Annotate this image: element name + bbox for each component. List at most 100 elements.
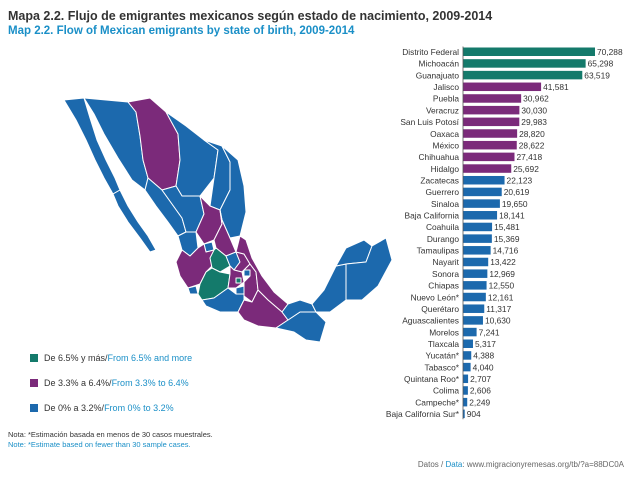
bar xyxy=(463,129,518,138)
bar-value-label: 18,141 xyxy=(499,211,525,221)
bar-category-label: Sinaloa xyxy=(431,199,459,209)
source-label-en: Data xyxy=(445,460,463,469)
bar xyxy=(463,374,469,384)
bar xyxy=(463,175,505,185)
bar-value-label: 25,692 xyxy=(513,164,539,174)
bar-category-label: Coahuila xyxy=(426,222,459,232)
bar-category-label: Distrito Federal xyxy=(402,47,459,57)
footnotes: Nota: *Estimación basada en menos de 30 … xyxy=(8,430,213,450)
source-label-es: Datos / xyxy=(417,460,446,469)
bar-category-label: Morelos xyxy=(429,327,459,337)
bar-value-label: 12,550 xyxy=(489,281,515,291)
bar-value-label: 2,707 xyxy=(470,374,491,384)
bar-value-label: 27,418 xyxy=(516,152,542,162)
bar-category-label: Querétaro xyxy=(421,304,459,314)
bar-group: Aguascalientes 10,630 xyxy=(402,316,511,326)
bar-value-label: 28,820 xyxy=(519,129,545,139)
bar xyxy=(463,304,485,313)
bar-group: Nuevo León* 12,161 xyxy=(411,292,514,302)
legend-label-es: De 6.5% y más xyxy=(44,353,106,363)
bar xyxy=(463,386,468,395)
bar-value-label: 904 xyxy=(467,409,481,419)
bar xyxy=(463,105,520,115)
bar-category-label: Nuevo León* xyxy=(411,292,460,302)
bar xyxy=(463,222,493,232)
bar xyxy=(463,94,522,103)
bar-category-label: Tamaulipas xyxy=(417,246,459,256)
bar-group: Distrito Federal 70,288 xyxy=(402,47,623,57)
bar-group: Tabasco* 4,040 xyxy=(425,362,494,372)
bar-group: Campeche* 2,249 xyxy=(415,397,490,407)
bar xyxy=(463,211,498,220)
bar-value-label: 4,040 xyxy=(473,362,494,372)
bar-group: San Luis Potosí 29,983 xyxy=(400,117,547,127)
legend-sep: / xyxy=(105,353,108,363)
note-spanish: Nota: *Estimación basada en menos de 30 … xyxy=(8,430,213,439)
bar-category-label: Aguascalientes xyxy=(402,316,459,326)
bar-category-label: Chihuahua xyxy=(418,152,459,162)
bar-group: Chihuahua 27,418 xyxy=(418,152,542,162)
bar-value-label: 2,249 xyxy=(469,397,490,407)
bar-category-label: Guanajuato xyxy=(416,70,460,80)
legend-item-low: De 0% a 3.2% / From 0% to 3.2% xyxy=(30,402,192,414)
bar-value-label: 19,650 xyxy=(502,199,528,209)
source-url: : www.migracionyremesas.org/tb/?a=88DC0A xyxy=(462,460,624,469)
bar-category-label: Durango xyxy=(427,234,459,244)
bar-value-label: 29,983 xyxy=(521,117,547,127)
bar-category-label: Baja California xyxy=(405,211,460,221)
bar-category-label: Yucatán* xyxy=(425,351,459,361)
map-region-baja-california-sur xyxy=(112,189,157,253)
bar-category-label: Puebla xyxy=(433,94,459,104)
legend-sep: / xyxy=(109,378,112,388)
bar-value-label: 30,962 xyxy=(523,94,549,104)
legend-label-en: From 6.5% and more xyxy=(107,353,193,363)
map-region-guerrero xyxy=(201,287,245,313)
bar-category-label: Quintana Roo* xyxy=(404,374,460,384)
bar xyxy=(463,351,472,360)
bar xyxy=(463,140,517,150)
bar xyxy=(463,234,492,243)
bar-group: Tamaulipas 14,716 xyxy=(417,246,519,256)
bar-group: Hidalgo 25,692 xyxy=(431,164,540,174)
bar xyxy=(463,409,465,419)
bar-value-label: 13,422 xyxy=(490,257,516,267)
bar-category-label: Campeche* xyxy=(415,397,460,407)
legend-label-en: From 3.3% to 6.4% xyxy=(111,378,189,388)
bar xyxy=(463,70,583,80)
bar-category-label: Sonora xyxy=(432,269,459,279)
bar xyxy=(463,117,520,127)
bar-value-label: 20,619 xyxy=(504,187,530,197)
bar xyxy=(463,292,486,302)
bar-group: Guerrero 20,619 xyxy=(425,187,529,197)
map-region-quintana-roo xyxy=(345,237,393,301)
bar-value-label: 10,630 xyxy=(485,316,511,326)
bar-value-label: 11,317 xyxy=(486,304,511,314)
bar xyxy=(463,152,515,162)
bar-value-label: 2,606 xyxy=(470,386,491,396)
bar-category-label: Hidalgo xyxy=(431,164,460,174)
legend-label-es: De 3.3% a 6.4% xyxy=(44,378,110,388)
bar-value-label: 22,123 xyxy=(507,175,533,185)
bar xyxy=(463,327,477,337)
bar-group: Morelos 7,241 xyxy=(429,327,500,337)
bar-group: Sinaloa 19,650 xyxy=(431,199,528,209)
bar-group: Zacatecas 22,123 xyxy=(420,175,532,185)
bar xyxy=(463,82,542,92)
title-spanish: Mapa 2.2. Flujo de emigrantes mexicanos … xyxy=(8,9,493,23)
legend-swatch-mid xyxy=(30,379,38,387)
bar-value-label: 12,969 xyxy=(489,269,515,279)
legend-swatch-low xyxy=(30,404,38,412)
bar-category-label: Guerrero xyxy=(425,187,459,197)
bar xyxy=(463,269,488,278)
bar-category-label: Tabasco* xyxy=(425,362,460,372)
legend-sep: / xyxy=(101,403,105,413)
bar-category-label: Michoacán xyxy=(418,59,459,69)
bar-category-label: México xyxy=(432,140,459,150)
bar-group: Baja California Sur* 904 xyxy=(386,409,481,419)
bar-category-label: Oaxaca xyxy=(430,129,459,139)
bar-group: Guanajuato 63,519 xyxy=(416,70,611,80)
bar-value-label: 41,581 xyxy=(543,82,569,92)
bar-category-label: Baja California Sur* xyxy=(386,409,460,419)
